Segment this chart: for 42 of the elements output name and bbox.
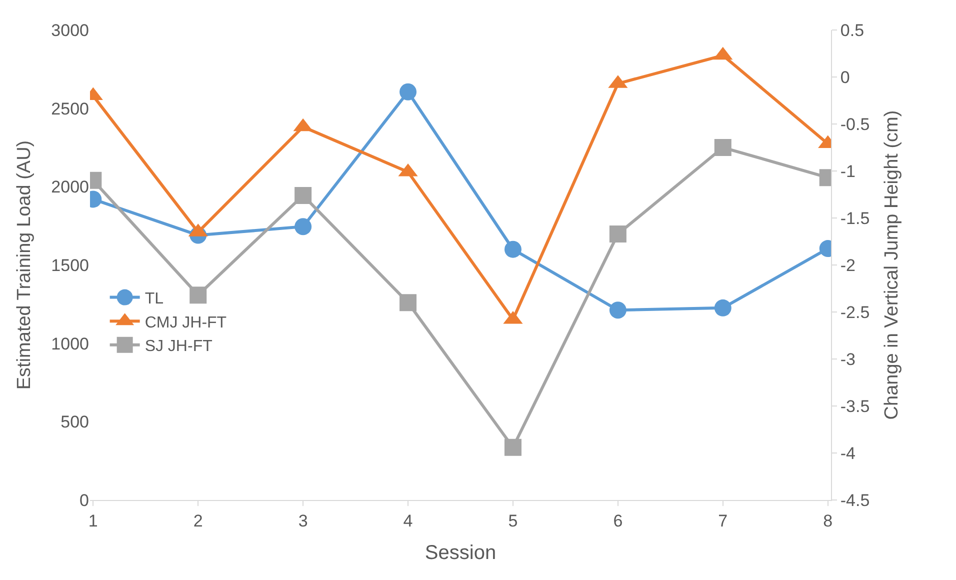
y2-tick-label: -1 xyxy=(840,162,856,181)
y-tick-label: 0 xyxy=(80,490,89,510)
point xyxy=(609,302,626,319)
x-tick-label: 7 xyxy=(718,511,728,530)
point xyxy=(609,225,626,242)
y2-tick-label: -0.5 xyxy=(840,114,870,134)
y2-tick-label: 0 xyxy=(840,68,850,87)
y-tick-label: 3000 xyxy=(51,20,89,40)
point xyxy=(400,83,417,100)
point xyxy=(294,218,312,236)
legend-label: SJ JH-FT xyxy=(144,338,213,356)
x-axis-title: Session xyxy=(424,542,496,564)
x-tick-label: 8 xyxy=(823,511,833,530)
legend-label: TL xyxy=(144,290,164,308)
y-tick-label: 1500 xyxy=(51,256,89,275)
x-tick-label: 3 xyxy=(298,511,308,530)
point xyxy=(400,294,417,312)
y2-tick-label: 0.5 xyxy=(840,20,864,40)
x-tick-label: 6 xyxy=(613,511,623,530)
y-tick-label: 500 xyxy=(60,412,89,432)
y-tick-label: 1000 xyxy=(51,334,89,354)
point xyxy=(190,286,207,304)
legend-label: CMJ JH-FT xyxy=(144,314,227,332)
y2-tick-label: -2.5 xyxy=(840,302,870,322)
y2-tick-label: -3.5 xyxy=(840,396,870,416)
y-axis-title: Estimated Training Load (AU) xyxy=(14,140,36,390)
x-tick-label: 2 xyxy=(193,511,203,530)
y2-tick-label: -4 xyxy=(840,444,856,463)
y2-tick-label: -1.5 xyxy=(840,208,870,228)
y2-tick-label: -3 xyxy=(840,350,856,369)
x-tick-label: 4 xyxy=(403,511,413,530)
y2-axis-title: Change in Vertical Jump Height (cm) xyxy=(881,110,902,420)
y2-tick-label: -4.5 xyxy=(840,490,870,510)
y-tick-label: 2500 xyxy=(51,99,89,118)
point xyxy=(294,186,312,204)
x-tick-label: 5 xyxy=(508,511,518,530)
point xyxy=(504,438,522,456)
point xyxy=(504,240,522,258)
y2-tick-label: -2 xyxy=(840,256,856,275)
y-tick-label: 2000 xyxy=(51,178,89,197)
point xyxy=(714,299,732,316)
x-tick-label: 1 xyxy=(88,511,98,530)
